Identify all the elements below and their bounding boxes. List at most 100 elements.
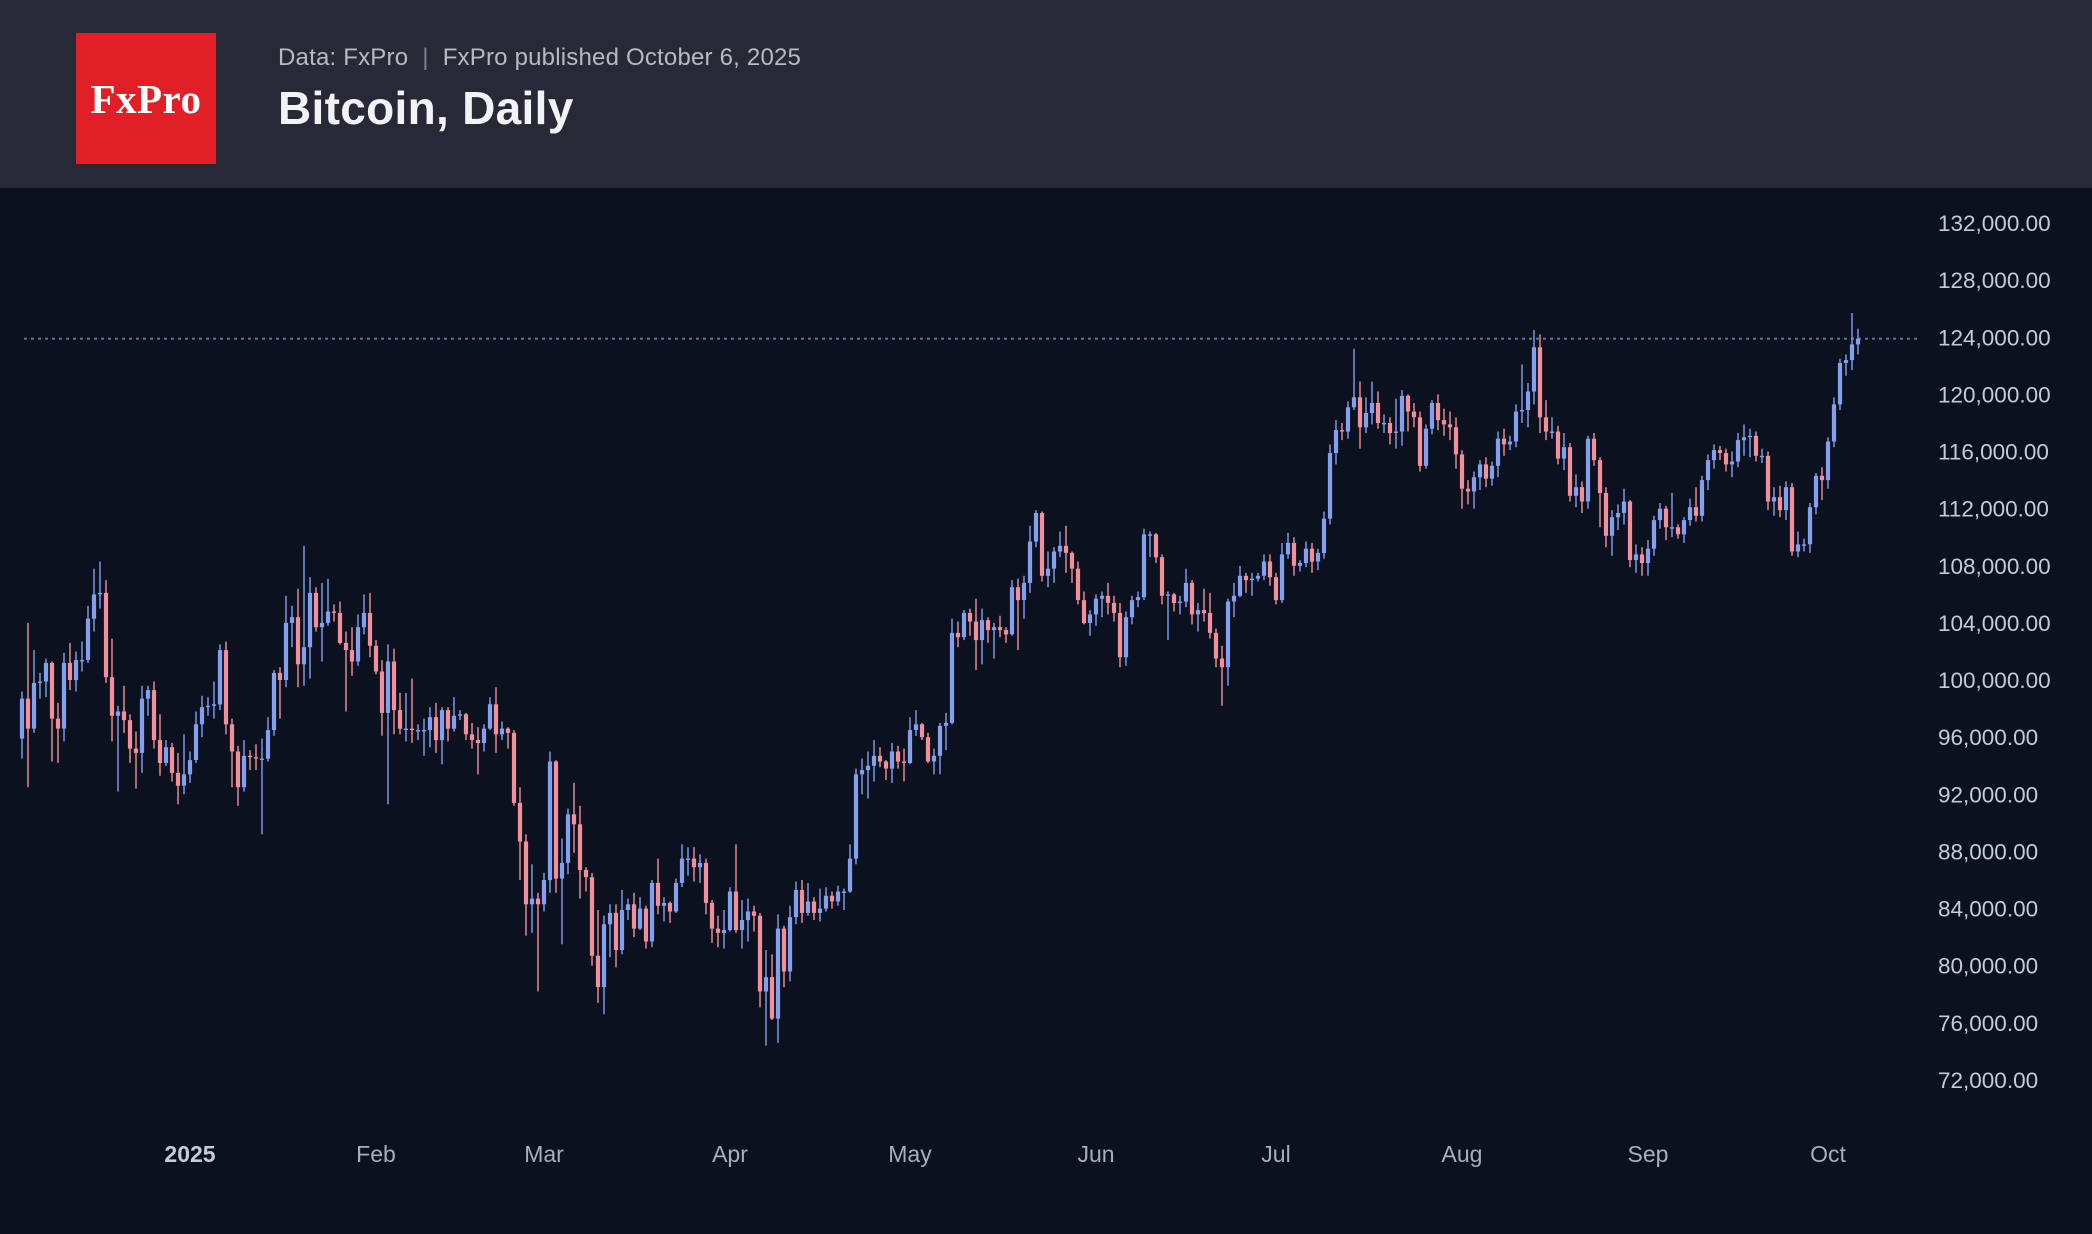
candle-body — [1147, 534, 1153, 536]
candle-body — [625, 904, 631, 910]
candle-body — [1549, 431, 1555, 433]
candle-body — [1447, 424, 1453, 428]
candle-body — [829, 895, 835, 902]
candle-body — [643, 908, 649, 942]
x-axis-month-label: Sep — [1628, 1141, 1669, 1167]
candle-body — [433, 717, 439, 741]
candle-body — [1777, 497, 1783, 511]
candle-body — [1267, 561, 1273, 578]
candle-body — [565, 814, 571, 863]
candle-body — [271, 672, 277, 730]
candle-body — [463, 714, 469, 735]
candle-body — [1609, 517, 1615, 536]
candle-body — [133, 748, 139, 753]
candle-body — [865, 765, 871, 771]
candle-body — [1591, 438, 1597, 461]
candle-body — [1381, 423, 1387, 425]
fxpro-logo: FxPro — [76, 33, 216, 164]
candle-body — [577, 824, 583, 870]
candle-body — [439, 710, 445, 741]
candlestick-chart[interactable]: 132,000.00 128,000.00 124,000.00 120,000.00… — [0, 188, 2092, 1234]
candle-body — [1849, 344, 1855, 361]
candle-body — [1213, 632, 1219, 659]
candle-body — [763, 977, 769, 992]
candle-body — [1123, 617, 1129, 658]
candle-body — [1543, 417, 1549, 432]
candle-body — [121, 711, 127, 721]
candle-body — [1555, 431, 1561, 459]
candle-body — [955, 632, 961, 638]
candle-body — [1003, 630, 1009, 635]
candle-body — [1129, 600, 1135, 618]
candle-body — [1369, 403, 1375, 413]
candle-body — [1489, 465, 1495, 479]
candle-body — [529, 898, 535, 905]
candle-body — [1687, 507, 1693, 521]
y-axis-tick-label: 84,000.00 — [1938, 897, 2038, 922]
page-title: Bitcoin, Daily — [278, 82, 574, 134]
candle-body — [961, 612, 967, 638]
candle-body — [1429, 403, 1435, 429]
candle-body — [1741, 437, 1747, 441]
y-axis-tick-label: 112,000.00 — [1938, 497, 2049, 522]
candle-body — [115, 711, 121, 716]
candle-body — [475, 740, 481, 743]
candle-body — [805, 901, 811, 913]
candle-body — [325, 611, 331, 623]
candle-body — [1477, 464, 1483, 478]
data-source-line: Data: FxPro | FxPro published October 6, 2… — [278, 44, 801, 72]
candle-body — [1657, 508, 1663, 521]
candle-body — [1423, 428, 1429, 466]
candle-body — [1411, 411, 1417, 418]
candle-body — [793, 890, 799, 918]
candle-body — [1219, 658, 1225, 668]
candle-body — [781, 928, 787, 972]
candle-body — [457, 714, 463, 716]
candle-body — [1291, 542, 1297, 566]
candle-body — [97, 592, 103, 595]
candle-body — [667, 902, 673, 912]
candle-body — [487, 704, 493, 729]
candle-body — [1795, 544, 1801, 552]
candle-body — [1099, 595, 1105, 599]
chart-canvas[interactable]: 132,000.00 128,000.00 124,000.00 120,000.00… — [0, 188, 2092, 1234]
y-axis-tick-label: 88,000.00 — [1938, 840, 2038, 865]
candle-body — [715, 928, 721, 933]
candle-body — [1345, 407, 1351, 432]
candle-body — [493, 704, 499, 735]
y-axis-tick-label: 104,000.00 — [1938, 611, 2051, 636]
x-axis-month-label: Apr — [712, 1141, 748, 1167]
candle-body — [43, 662, 49, 682]
candle-body — [127, 720, 133, 749]
candle-body — [1237, 575, 1243, 596]
candle-body — [1171, 594, 1177, 603]
candle-body — [1771, 497, 1777, 502]
candle-body — [223, 650, 229, 725]
candle-body — [1387, 423, 1393, 433]
candle-body — [1021, 582, 1027, 600]
candle-body — [265, 730, 271, 759]
candle-body — [751, 911, 757, 916]
candle-body — [1075, 568, 1081, 601]
candle-body — [1669, 527, 1675, 529]
header-text-block: Data: FxPro | FxPro published October 6, 2… — [278, 44, 801, 135]
candle-body — [1645, 548, 1651, 563]
candle-body — [157, 740, 163, 763]
y-axis-tick-label: 76,000.00 — [1938, 1011, 2038, 1036]
x-axis-month-label: 2025 — [164, 1141, 215, 1167]
candle-body — [1801, 544, 1807, 546]
candle-body — [595, 955, 601, 988]
candle-body — [379, 671, 385, 713]
candle-body — [721, 930, 727, 933]
candle-body — [1747, 435, 1753, 438]
y-axis-tick-label: 80,000.00 — [1938, 954, 2038, 979]
candle-body — [181, 774, 187, 786]
candle-body — [1765, 455, 1771, 502]
candle-body — [517, 802, 523, 842]
candle-body — [85, 618, 91, 660]
candle-body — [1057, 545, 1063, 552]
candle-body — [727, 891, 733, 931]
candle-body — [1243, 575, 1249, 581]
candle-body — [637, 908, 643, 929]
candle-body — [445, 710, 451, 729]
